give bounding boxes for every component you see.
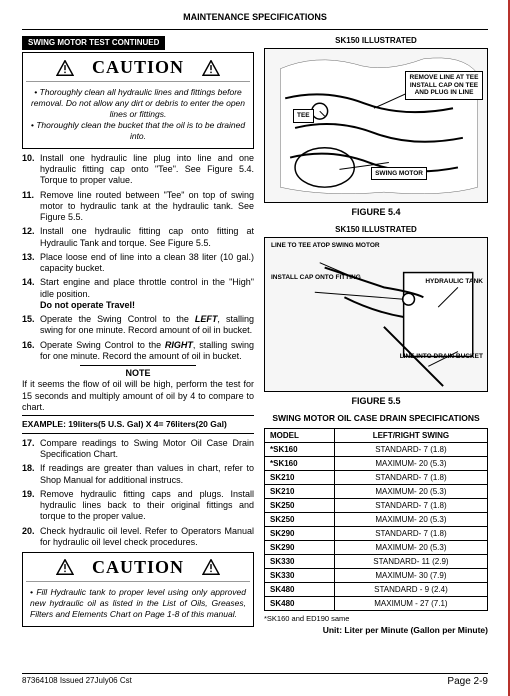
caution-box-1: CAUTION • Thoroughly clean all hydraulic… [22, 52, 254, 149]
note-example: EXAMPLE: 19liters(5 U.S. Gal) X 4= 76lit… [22, 415, 254, 434]
table-row: SK330MAXIMUM- 30 (7.9) [265, 569, 488, 583]
section-bar: SWING MOTOR TEST CONTINUED [22, 36, 165, 50]
warning-icon [56, 559, 74, 575]
callout-hydraulic-tank: HYDRAULIC TANK [425, 278, 483, 285]
callout-remove-line: REMOVE LINE AT TEE INSTALL CAP ON TEE AN… [405, 71, 483, 99]
table-row: SK250MAXIMUM- 20 (5.3) [265, 513, 488, 527]
callout-tee: TEE [293, 109, 314, 122]
table-row: SK330STANDARD- 11 (2.9) [265, 555, 488, 569]
table-row: SK210STANDARD- 7 (1.8) [265, 471, 488, 485]
step-item: 12.Install one hydraulic fitting cap ont… [22, 226, 254, 249]
right-column: SK150 ILLUSTRATED REMOVE LINE AT TEE INS… [264, 36, 488, 635]
step-item: 13.Place loose end of line into a clean … [22, 252, 254, 275]
spec-th-swing: LEFT/RIGHT SWING [334, 429, 487, 443]
header-rule [22, 29, 488, 30]
illustration-label: SK150 ILLUSTRATED [264, 225, 488, 235]
caution-box-2: CAUTION • Fill Hydraulic tank to proper … [22, 552, 254, 627]
table-row: SK250STANDARD- 7 (1.8) [265, 499, 488, 513]
note-body: If it seems the flow of oil will be high… [22, 379, 254, 413]
note-label: NOTE [22, 368, 254, 379]
warning-icon [56, 60, 74, 76]
table-row: SK290MAXIMUM- 20 (5.3) [265, 541, 488, 555]
table-row: SK210MAXIMUM- 20 (5.3) [265, 485, 488, 499]
caution-text-1: • Thoroughly clean all hydraulic lines a… [26, 85, 250, 145]
table-row: *SK160MAXIMUM- 20 (5.3) [265, 457, 488, 471]
page-header: MAINTENANCE SPECIFICATIONS [22, 12, 488, 23]
step-item: 16.Operate Swing Control to the RIGHT, s… [22, 340, 254, 363]
caution-label: CAUTION [92, 556, 184, 579]
left-column: SWING MOTOR TEST CONTINUED CAUTION • Tho… [22, 36, 254, 635]
step-item: 14.Start engine and place throttle contr… [22, 277, 254, 311]
caution-label: CAUTION [92, 56, 184, 79]
spec-table: MODEL LEFT/RIGHT SWING *SK160STANDARD- 7… [264, 428, 488, 611]
warning-icon [202, 559, 220, 575]
spec-th-model: MODEL [265, 429, 335, 443]
warning-icon [202, 60, 220, 76]
spec-unit: Unit: Liter per Minute (Gallon per Minut… [264, 625, 488, 636]
figure-5-4: REMOVE LINE AT TEE INSTALL CAP ON TEE AN… [264, 48, 488, 203]
table-row: *SK160STANDARD- 7 (1.8) [265, 443, 488, 457]
caution-text-2: • Fill Hydraulic tank to proper level us… [26, 585, 250, 623]
figure-5-5-caption: FIGURE 5.5 [264, 396, 488, 407]
steps-list-2: 17.Compare readings to Swing Motor Oil C… [22, 438, 254, 548]
table-row: SK480STANDARD - 9 (2.4) [265, 583, 488, 597]
step-item: 20.Check hydraulic oil level. Refer to O… [22, 526, 254, 549]
table-row: SK480MAXIMUM - 27 (7.1) [265, 597, 488, 611]
step-item: 11.Remove line routed between "Tee" on t… [22, 190, 254, 224]
figure-5-5: LINE TO TEE ATOP SWING MOTOR INSTALL CAP… [264, 237, 488, 392]
footer-page: Page 2-9 [447, 676, 488, 689]
illustration-label: SK150 ILLUSTRATED [264, 36, 488, 46]
figure-5-5-svg [265, 238, 487, 391]
step-item: 15.Operate the Swing Control to the LEFT… [22, 314, 254, 337]
callout-line-to-tee: LINE TO TEE ATOP SWING MOTOR [271, 242, 380, 249]
footer-left: 87364108 Issued 27July06 Cst [22, 676, 132, 689]
callout-install-cap: INSTALL CAP ONTO FITTING [271, 274, 361, 281]
callout-swing-motor: SWING MOTOR [371, 167, 427, 180]
step-item: 17.Compare readings to Swing Motor Oil C… [22, 438, 254, 461]
figure-5-4-caption: FIGURE 5.4 [264, 207, 488, 218]
page-footer: 87364108 Issued 27July06 Cst Page 2-9 [22, 673, 488, 689]
spec-table-title: SWING MOTOR OIL CASE DRAIN SPECIFICATION… [264, 413, 488, 424]
step-item: 19.Remove hydraulic fitting caps and plu… [22, 489, 254, 523]
step-item: 10.Install one hydraulic line plug into … [22, 153, 254, 187]
callout-line-drain: LINE INTO DRAIN BUCKET [400, 353, 483, 360]
steps-list-1: 10.Install one hydraulic line plug into … [22, 153, 254, 362]
spec-footnote: *SK160 and ED190 same [264, 614, 488, 623]
table-row: SK290STANDARD- 7 (1.8) [265, 527, 488, 541]
step-item: 18.If readings are greater than values i… [22, 463, 254, 486]
